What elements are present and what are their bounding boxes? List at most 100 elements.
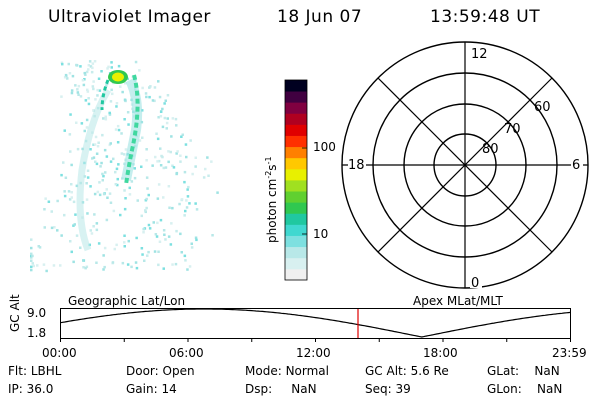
aurora-speckle <box>69 113 72 116</box>
aurora-speckle <box>141 136 144 139</box>
aurora-speckle <box>147 223 151 227</box>
aurora-speckle <box>95 228 99 232</box>
aurora-speckle <box>95 162 99 166</box>
aurora-speckle <box>67 62 70 66</box>
aurora-speckle <box>70 183 73 186</box>
aurora-speckle <box>119 213 122 217</box>
aurora-speckle <box>144 92 148 95</box>
aurora-speckle <box>174 117 178 121</box>
aurora-speckle <box>73 223 76 226</box>
aurora-speckle <box>70 89 74 92</box>
aurora-speckle <box>80 122 84 125</box>
aurora-speckle <box>211 234 214 237</box>
aurora-speckle <box>124 197 127 200</box>
aurora-speckle <box>59 264 62 267</box>
aurora-speckle <box>187 185 190 189</box>
aurora-speckle <box>82 259 85 262</box>
aurora-speckle <box>70 91 74 95</box>
aurora-speckle <box>148 95 151 99</box>
aurora-speckle <box>85 182 88 185</box>
colorbar-frame <box>284 79 308 281</box>
strip-x-ticks <box>60 339 571 342</box>
aurora-speckle <box>140 214 143 218</box>
colorbar-step <box>285 168 307 181</box>
aurora-speckle <box>84 73 87 76</box>
mlt-label-0: 0 <box>471 276 479 290</box>
aurora-speckle <box>83 175 87 178</box>
aurora-speckle <box>60 173 63 177</box>
aurora-speckle <box>195 208 199 211</box>
aurora-speckle <box>179 154 182 157</box>
info-dsp: Dsp: NaN <box>245 382 317 396</box>
colorbar-step <box>285 268 307 281</box>
aurora-speckle <box>100 70 103 73</box>
aurora-speckle <box>82 83 86 87</box>
aurora-speckle <box>115 243 118 247</box>
colorbar-step <box>285 180 307 192</box>
aurora-speckle <box>63 213 66 217</box>
aurora-speckle <box>153 86 157 89</box>
aurora-speckle <box>50 226 54 230</box>
aurora-speckle <box>126 111 130 114</box>
aurora-speckle <box>103 265 106 269</box>
aurora-speckle <box>32 264 35 268</box>
aurora-speckle <box>70 163 73 167</box>
aurora-speckle <box>183 254 187 258</box>
aurora-speckle <box>30 268 33 272</box>
aurora-speckle <box>91 157 94 160</box>
aurora-speckle <box>30 238 33 241</box>
aurora-speckle <box>115 105 118 108</box>
aurora-speckle <box>156 137 160 141</box>
aurora-speckle <box>89 185 92 188</box>
colorbar-step <box>285 246 307 259</box>
aurora-speckle <box>179 232 182 236</box>
aurora-speckle <box>100 161 103 165</box>
aurora-speckle <box>79 95 83 98</box>
aurora-speckle <box>157 183 161 186</box>
aurora-speckle <box>103 246 107 250</box>
aurora-speckle <box>43 226 46 229</box>
aurora-speckle <box>202 176 206 179</box>
aurora-speckle <box>128 186 131 190</box>
aurora-speckle <box>151 164 154 167</box>
aurora-speckle <box>157 116 160 119</box>
aurora-speckle <box>194 202 197 205</box>
aurora-speckle <box>163 102 166 105</box>
aurora-speckle <box>36 264 39 267</box>
aurora-speckle <box>145 206 148 210</box>
aurora-speckle <box>90 70 94 74</box>
colorbar-step <box>285 257 307 270</box>
aurora-speckle <box>121 261 125 265</box>
aurora-speckle <box>167 150 170 153</box>
aurora-speckle <box>204 167 207 171</box>
colorbar-step <box>285 113 307 125</box>
aurora-speckle <box>120 132 123 135</box>
aurora-speckle <box>174 262 178 266</box>
aurora-speckle <box>108 192 112 195</box>
aurora-speckle <box>74 213 77 216</box>
mlat-label-70: 70 <box>504 122 521 137</box>
aurora-speckle <box>92 87 95 91</box>
aurora-speckle <box>186 195 190 198</box>
aurora-speckle <box>185 206 189 209</box>
aurora-speckle <box>52 264 56 267</box>
aurora-speckle <box>86 176 90 179</box>
aurora-speckle <box>162 166 165 170</box>
aurora-speckle <box>94 160 97 163</box>
aurora-speckle <box>93 213 96 216</box>
aurora-speckle <box>135 236 138 240</box>
aurora-speckle <box>86 88 89 92</box>
info-flt: Flt: LBHL <box>8 364 62 378</box>
aurora-speckle <box>70 191 73 194</box>
aurora-speckle <box>179 160 182 163</box>
aurora-speckle <box>45 269 48 273</box>
altitude-strip-plot <box>60 308 571 342</box>
aurora-speckle <box>155 132 158 135</box>
aurora-speckle <box>81 79 85 82</box>
aurora-speckle <box>159 110 163 113</box>
aurora-speckle <box>85 126 89 129</box>
info-gc-alt: GC Alt: 5.6 Re <box>365 364 449 378</box>
aurora-speckle <box>60 61 64 64</box>
aurora-bright-spot-core <box>112 72 124 82</box>
aurora-speckle <box>96 88 99 92</box>
